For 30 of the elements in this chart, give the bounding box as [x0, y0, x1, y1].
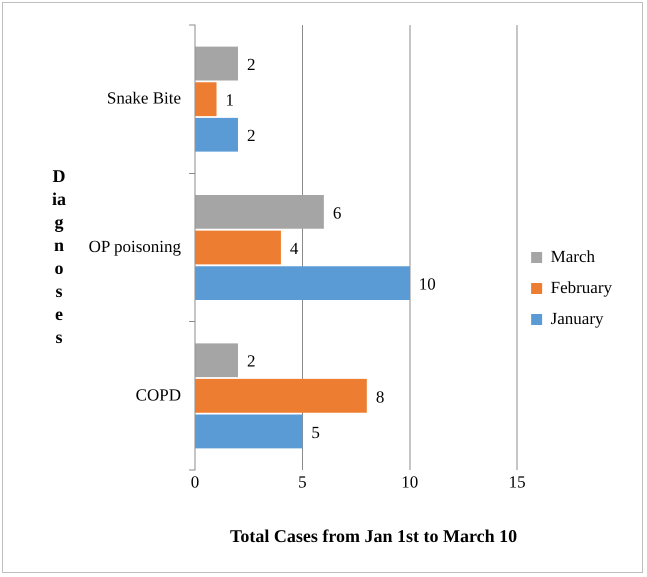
x-tick-label: 0	[190, 472, 200, 492]
data-label: 2	[246, 126, 256, 146]
data-label: 2	[246, 352, 256, 371]
data-label: 4	[290, 238, 299, 258]
bar	[196, 230, 281, 264]
y-tick-label: COPD	[136, 385, 182, 404]
x-tick-label: 5	[298, 472, 307, 492]
legend-label: January	[550, 308, 604, 328]
legend-label: February	[550, 278, 612, 297]
data-label: 1	[226, 90, 234, 110]
bar	[196, 194, 324, 229]
y-tick-label: OP poisoning	[88, 236, 182, 256]
bar	[196, 118, 238, 152]
data-label: 10	[418, 274, 436, 294]
x-axis-title: Total Cases from Jan 1st to March 10	[230, 526, 518, 546]
bar	[196, 82, 217, 116]
x-tick-label: 10	[401, 472, 418, 492]
bar	[196, 266, 410, 300]
bar	[196, 343, 238, 378]
data-label: 5	[311, 422, 320, 442]
bar	[196, 414, 302, 448]
data-label: 6	[332, 203, 342, 222]
x-tick-label: 15	[508, 472, 526, 492]
data-label: 8	[376, 387, 384, 406]
legend-label: March	[550, 246, 596, 266]
bar	[196, 46, 238, 80]
y-axis-title: Diagnoses	[52, 165, 66, 349]
data-label: 2	[246, 55, 256, 74]
bar	[196, 378, 367, 413]
y-tick-label: Snake Bite	[106, 88, 182, 108]
